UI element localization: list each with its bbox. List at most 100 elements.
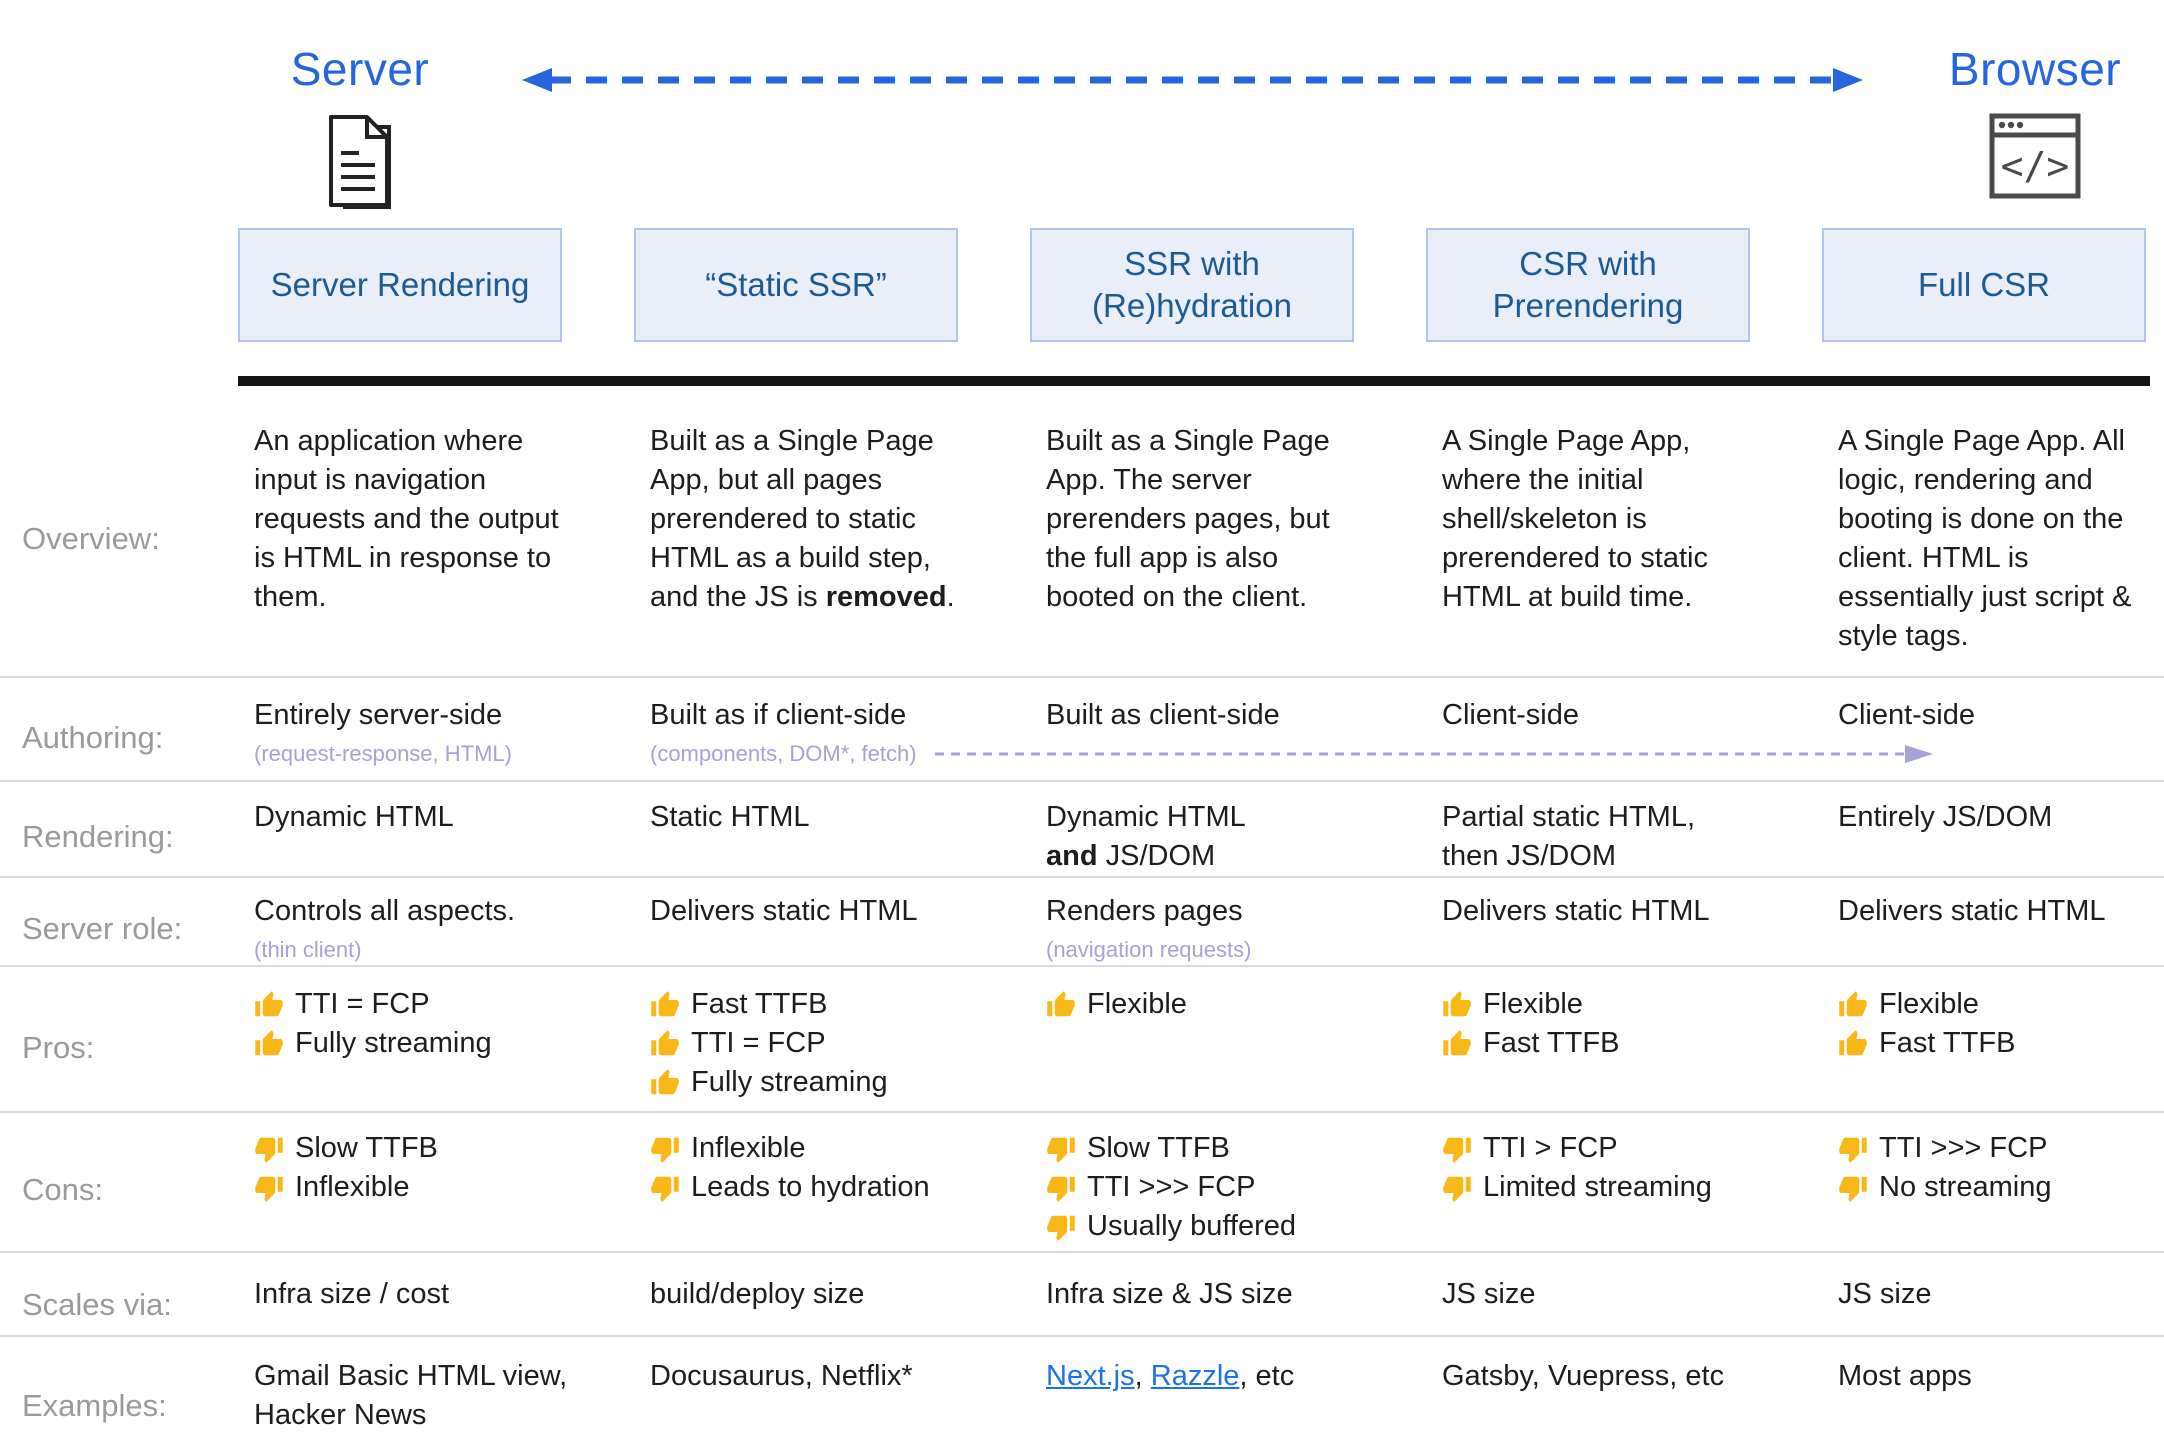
browser-label: Browser [1948, 43, 2122, 95]
cell-text: JS size [1838, 1275, 2146, 1314]
pros-item: Flexible [1838, 985, 2146, 1024]
cell-text: Gatsby, Vuepress, etc [1442, 1357, 1766, 1396]
cell-scales-via-3: Infra size & JS size [1030, 1275, 1426, 1314]
text: Entirely server-side [254, 699, 503, 731]
cell-examples-5: Most apps [1822, 1357, 2164, 1396]
cell-text: Built as if client-side [650, 696, 974, 735]
server-label: Server [290, 43, 430, 95]
text: Docusaurus, Netflix* [650, 1360, 913, 1392]
cell-pros-3: Flexible [1030, 985, 1426, 1024]
cell-cons-3: Slow TTFB TTI >>> FCP Usually buffered [1030, 1129, 1426, 1246]
server-endpoint: Server [210, 44, 510, 218]
thumb-down-icon [1047, 1215, 1075, 1241]
row-label-overview: Overview: [22, 521, 160, 556]
comparison-table: Overview: An application where input is n… [0, 386, 2164, 1455]
text: Entirely JS/DOM [1838, 801, 2053, 833]
approach-box-server-rendering: Server Rendering [238, 228, 562, 342]
text: Infra size / cost [254, 1278, 450, 1310]
row-cons: Cons: Slow TTFB Inflexible Inflexible Leads … [0, 1113, 2164, 1253]
item-text: Inflexible [691, 1132, 806, 1164]
cell-rendering-3: Dynamic HTML and JS/DOM [1030, 798, 1426, 876]
cell-examples-2: Docusaurus, Netflix* [634, 1357, 1030, 1396]
cons-item: Usually buffered [1046, 1207, 1370, 1246]
text: Delivers static HTML [1838, 895, 2106, 927]
cell-authoring-1: Entirely server-side (request-response, H… [238, 696, 634, 767]
pros-item: Fully streaming [650, 1063, 974, 1102]
cell-text: Client-side [1838, 696, 2108, 735]
row-server-role: Server role: Controls all aspects. (thin c… [0, 878, 2164, 967]
row-overview: Overview: An application where input is n… [0, 386, 2164, 678]
cell-text: Infra size / cost [254, 1275, 578, 1314]
text: , etc [1239, 1360, 1295, 1392]
pros-item: Flexible [1442, 985, 1766, 1024]
cons-item: Limited streaming [1442, 1168, 1766, 1207]
text: Dynamic HTML [1046, 801, 1246, 833]
cell-cons-5: TTI >>> FCP No streaming [1822, 1129, 2164, 1207]
cell-server-role-1: Controls all aspects. (thin client) [238, 892, 634, 963]
cell-rendering-2: Static HTML [634, 798, 1030, 837]
cell-text: Client-side [1442, 696, 1766, 735]
example-link-next-js[interactable]: Next.js [1046, 1360, 1135, 1392]
approach-box-static-ssr: “Static SSR” [634, 228, 958, 342]
server-browser-dashed-arrow [520, 64, 1865, 96]
cell-pros-2: Fast TTFB TTI = FCP Fully streaming [634, 985, 1030, 1102]
text: Gmail Basic HTML view, Hacker News [254, 1360, 568, 1431]
cell-text: Delivers static HTML [1442, 892, 1766, 931]
cell-text: Built as a Single Page App. The server p… [1046, 422, 1370, 617]
text: Built as if client-side [650, 699, 907, 731]
cell-text: A Single Page App. All logic, rendering … [1838, 422, 2146, 656]
item-text: Fast TTFB [1483, 1027, 1620, 1059]
cell-text: JS size [1442, 1275, 1766, 1314]
cell-text: Renders pages [1046, 892, 1370, 931]
cell-authoring-4: Client-side [1426, 696, 1822, 735]
text: Most apps [1838, 1360, 1972, 1392]
cell-server-role-2: Delivers static HTML [634, 892, 1030, 931]
text: Client-side [1838, 699, 1975, 731]
emphasized-text: removed [825, 581, 947, 613]
row-label-scales-via: Scales via: [22, 1287, 172, 1322]
pros-item: Flexible [1046, 985, 1370, 1024]
text: JS size [1442, 1278, 1536, 1310]
cell-text: Gmail Basic HTML view, Hacker News [254, 1357, 578, 1435]
cell-examples-4: Gatsby, Vuepress, etc [1426, 1357, 1822, 1396]
example-link-razzle[interactable]: Razzle [1150, 1360, 1240, 1392]
pros-item: TTI = FCP [254, 985, 578, 1024]
cell-subtext: (thin client) [254, 937, 362, 962]
cell-overview-4: A Single Page App, where the initial she… [1426, 422, 1822, 617]
cell-scales-via-4: JS size [1426, 1275, 1822, 1314]
cons-item: TTI >>> FCP [1046, 1168, 1370, 1207]
approach-boxes: Server Rendering “Static SSR” SSR with (… [0, 228, 2164, 342]
thumb-up-icon [651, 1068, 679, 1094]
cell-authoring-5: Client-side [1822, 696, 2164, 735]
pros-item: Fully streaming [254, 1024, 578, 1063]
text: , [1134, 1360, 1151, 1392]
cell-text: Built as client-side [1046, 696, 1370, 735]
cons-item: Inflexible [650, 1129, 974, 1168]
text: Static HTML [650, 801, 810, 833]
cell-text: A Single Page App, where the initial she… [1442, 422, 1766, 617]
cell-text: Most apps [1838, 1357, 2146, 1396]
item-text: Slow TTFB [295, 1132, 438, 1164]
table-top-rule [238, 376, 2150, 386]
thumb-down-icon [1443, 1137, 1471, 1163]
cell-overview-1: An application where input is navigation… [238, 422, 634, 617]
cell-rendering-4: Partial static HTML, then JS/DOM [1426, 798, 1822, 876]
emphasized-text: and [1046, 840, 1098, 872]
cell-overview-2: Built as a Single Page App, but all page… [634, 422, 1030, 617]
cell-examples-3: Next.js, Razzle, etc [1030, 1357, 1426, 1396]
item-text: Limited streaming [1483, 1171, 1712, 1203]
cell-text: Controls all aspects. [254, 892, 578, 931]
header: Server Browser [0, 0, 2164, 376]
cell-authoring-3: Built as client-side [1030, 696, 1426, 735]
thumb-down-icon [255, 1176, 283, 1202]
cons-item: TTI > FCP [1442, 1129, 1766, 1168]
text: Gatsby, Vuepress, etc [1442, 1360, 1725, 1392]
cell-scales-via-2: build/deploy size [634, 1275, 1030, 1314]
cell-text: build/deploy size [650, 1275, 974, 1314]
row-pros: Pros: TTI = FCP Fully streaming Fast TTFB TT… [0, 967, 2164, 1113]
item-text: Fully streaming [295, 1027, 492, 1059]
cell-text: Infra size & JS size [1046, 1275, 1370, 1314]
item-text: Fully streaming [691, 1066, 888, 1098]
item-text: Flexible [1879, 988, 1979, 1020]
